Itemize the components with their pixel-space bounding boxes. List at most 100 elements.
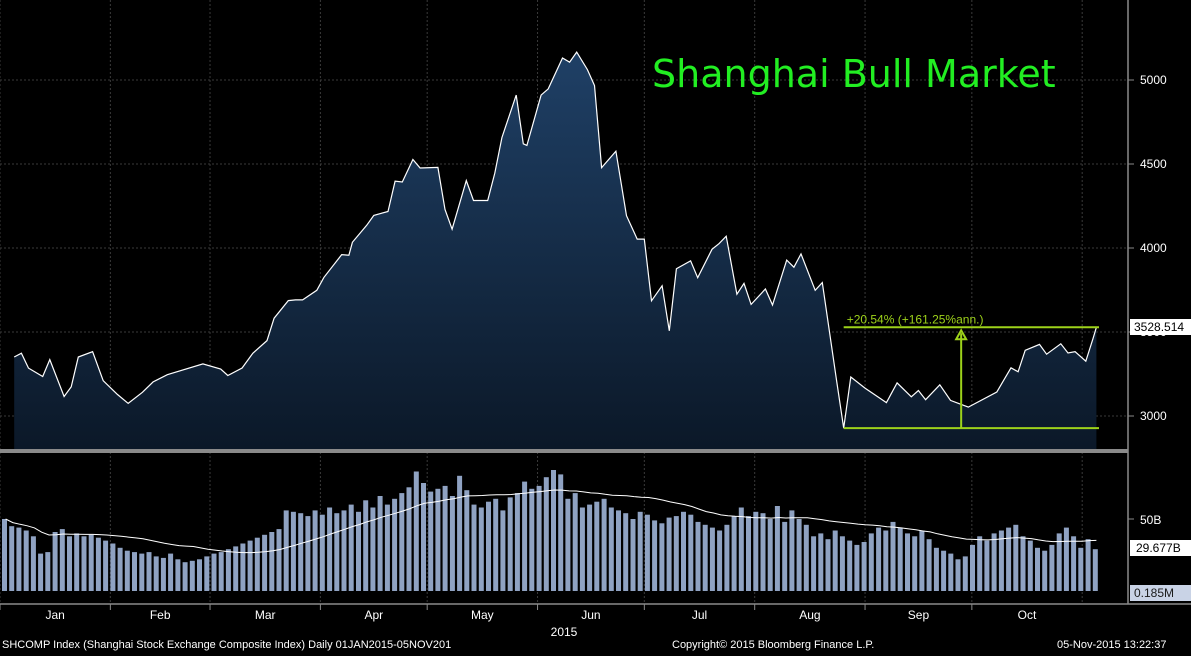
volume-bar xyxy=(839,536,845,591)
volume-bar xyxy=(269,532,275,591)
volume-bar xyxy=(9,526,15,591)
volume-bar xyxy=(59,529,65,591)
volume-bar xyxy=(681,511,686,591)
volume-bar xyxy=(81,536,87,591)
volume-bar xyxy=(514,493,520,591)
price-line xyxy=(13,51,1097,429)
volume-bar xyxy=(2,519,7,591)
volume-bar xyxy=(392,498,398,591)
volume-bar xyxy=(254,537,260,591)
volume-bar xyxy=(1056,533,1062,591)
x-tick-label: Aug xyxy=(799,608,820,622)
volume-bar xyxy=(883,530,889,591)
volume-bar xyxy=(471,504,477,591)
volume-bar xyxy=(139,553,145,591)
x-tick-label: Feb xyxy=(150,608,171,622)
volume-bar xyxy=(601,498,607,591)
volume-bar xyxy=(88,534,94,591)
volume-bar xyxy=(124,550,130,591)
volume-bar xyxy=(818,533,824,591)
x-tick-label: Jun xyxy=(581,608,600,622)
volume-bar xyxy=(962,556,968,591)
volume-bar xyxy=(796,519,802,591)
volume-bar xyxy=(45,552,51,591)
annotation-arrow xyxy=(954,328,968,341)
annotation-label: +20.54% (+161.25%ann.) xyxy=(847,312,984,326)
volume-bar xyxy=(941,550,947,591)
volume-bar xyxy=(247,540,253,591)
volume-bar xyxy=(1035,547,1040,591)
x-tick-label: Jan xyxy=(45,608,64,622)
volume-bar xyxy=(991,533,997,591)
volume-moving-average xyxy=(5,489,1097,554)
volume-bar xyxy=(861,542,867,591)
volume-bar xyxy=(370,507,376,591)
volume-bar xyxy=(919,530,925,591)
volume-bar xyxy=(948,553,954,591)
footer-timestamp: 05-Nov-2015 13:22:37 xyxy=(1057,639,1167,651)
volume-bar xyxy=(493,498,499,591)
volume-bar xyxy=(536,485,542,591)
volume-bar xyxy=(276,529,282,591)
price-y-tick-label: 4500 xyxy=(1140,157,1167,171)
volume-bar xyxy=(717,530,723,591)
last-price-value: 3528.514 xyxy=(1134,320,1184,334)
volume-bar xyxy=(182,562,188,591)
volume-bar xyxy=(413,471,419,591)
volume-bar xyxy=(782,521,788,591)
volume-bar xyxy=(457,475,463,591)
last-volume-box xyxy=(1130,540,1191,556)
min-volume-badge: 0.185M xyxy=(1130,585,1191,601)
volume-bar xyxy=(998,530,1004,591)
price-area xyxy=(14,52,1097,449)
volume-bar xyxy=(579,507,585,591)
volume-bar xyxy=(283,510,289,591)
volume-bar xyxy=(225,549,231,591)
min-volume-value: 0.185M xyxy=(1134,586,1174,600)
volume-bar xyxy=(146,552,152,591)
x-tick-label: Apr xyxy=(364,608,383,622)
volume-bar xyxy=(558,474,564,591)
volume-bar xyxy=(876,527,882,591)
volume-bar xyxy=(789,510,795,591)
volume-bar xyxy=(363,500,369,591)
volume-bar xyxy=(399,493,405,591)
footer-copyright: Copyright© 2015 Bloomberg Finance L.P. xyxy=(672,639,875,651)
volume-bar xyxy=(905,533,910,591)
volume-bar xyxy=(543,477,549,591)
volume-bar xyxy=(767,519,773,591)
volume-bar xyxy=(1092,549,1098,591)
x-tick-label: Sep xyxy=(908,608,930,622)
x-tick-label: Oct xyxy=(1018,608,1037,622)
volume-bar xyxy=(319,514,325,591)
volume-bar xyxy=(348,504,354,591)
volume-bar xyxy=(406,487,412,591)
volume-y-tick: 50B xyxy=(1140,513,1161,527)
volume-bar xyxy=(847,540,853,591)
price-y-tick-label: 5000 xyxy=(1140,73,1167,87)
volume-bar xyxy=(1071,536,1077,591)
volume-bar xyxy=(327,507,333,591)
x-tick-label: Mar xyxy=(255,608,276,622)
volume-bar xyxy=(977,536,983,591)
volume-bar xyxy=(529,488,535,591)
volume-bar xyxy=(644,514,650,591)
volume-bar xyxy=(587,504,593,591)
volume-bar xyxy=(760,513,766,591)
volume-bar xyxy=(298,513,304,591)
volume-bar xyxy=(500,510,506,591)
price-y-tick-label: 3000 xyxy=(1140,409,1167,423)
volume-bar xyxy=(912,536,918,591)
panel-separator xyxy=(0,449,1128,453)
volume-bar xyxy=(832,530,838,591)
volume-bar xyxy=(565,498,571,591)
volume-bar xyxy=(110,543,116,591)
volume-bar xyxy=(153,556,159,591)
volume-bar xyxy=(970,544,975,591)
volume-bar xyxy=(659,523,665,591)
volume-bar xyxy=(1063,527,1069,591)
volume-bar xyxy=(262,534,268,591)
last-volume-value: 29.677B xyxy=(1136,541,1181,555)
volume-bar xyxy=(890,521,896,591)
volume-bar xyxy=(803,524,809,591)
